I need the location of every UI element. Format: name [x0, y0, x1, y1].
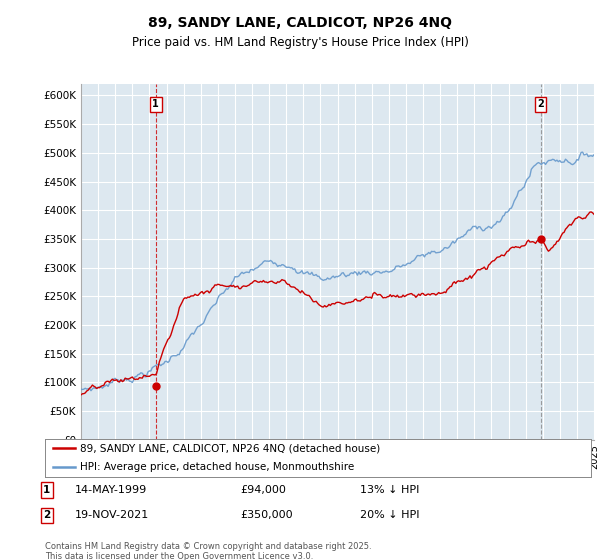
Text: 20% ↓ HPI: 20% ↓ HPI [360, 510, 419, 520]
Text: £94,000: £94,000 [240, 485, 286, 495]
Text: HPI: Average price, detached house, Monmouthshire: HPI: Average price, detached house, Monm… [80, 462, 355, 472]
Text: Contains HM Land Registry data © Crown copyright and database right 2025.
This d: Contains HM Land Registry data © Crown c… [45, 542, 371, 560]
Text: 13% ↓ HPI: 13% ↓ HPI [360, 485, 419, 495]
Text: 2: 2 [537, 99, 544, 109]
Text: 19-NOV-2021: 19-NOV-2021 [75, 510, 149, 520]
Text: 89, SANDY LANE, CALDICOT, NP26 4NQ: 89, SANDY LANE, CALDICOT, NP26 4NQ [148, 16, 452, 30]
Text: 89, SANDY LANE, CALDICOT, NP26 4NQ (detached house): 89, SANDY LANE, CALDICOT, NP26 4NQ (deta… [80, 443, 381, 453]
Text: Price paid vs. HM Land Registry's House Price Index (HPI): Price paid vs. HM Land Registry's House … [131, 36, 469, 49]
Text: £350,000: £350,000 [240, 510, 293, 520]
Text: 14-MAY-1999: 14-MAY-1999 [75, 485, 147, 495]
Text: 1: 1 [152, 99, 159, 109]
Text: 1: 1 [43, 485, 50, 495]
Text: 2: 2 [43, 510, 50, 520]
